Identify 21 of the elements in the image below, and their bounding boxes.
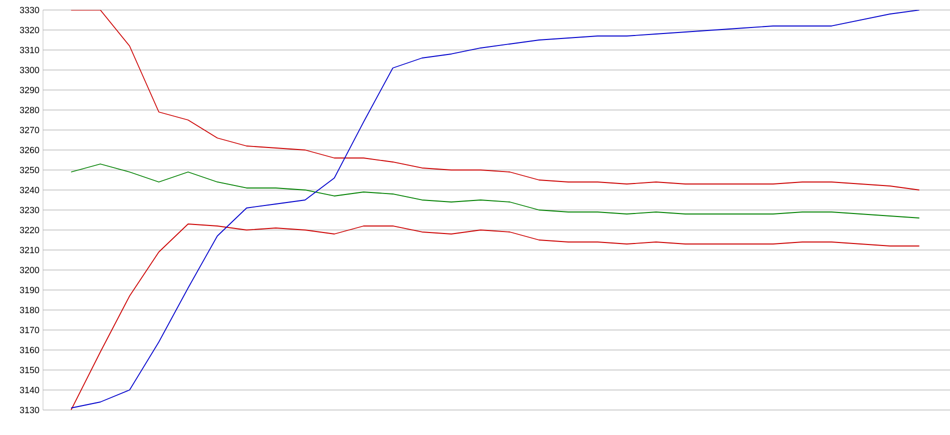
y-tick-label: 3130	[20, 406, 40, 414]
y-tick-label: 3140	[20, 386, 40, 394]
y-tick-label: 3330	[20, 6, 40, 14]
y-tick-label: 3290	[20, 86, 40, 94]
y-tick-label: 3150	[20, 366, 40, 374]
y-tick-label: 3170	[20, 326, 40, 334]
y-tick-label: 3190	[20, 286, 40, 294]
y-tick-label: 3310	[20, 46, 40, 54]
y-tick-label: 3210	[20, 246, 40, 254]
y-tick-label: 3200	[20, 266, 40, 274]
y-tick-label: 3270	[20, 126, 40, 134]
y-tick-label: 3260	[20, 146, 40, 154]
y-tick-label: 3300	[20, 66, 40, 74]
y-tick-label: 3220	[20, 226, 40, 234]
y-tick-label: 3160	[20, 346, 40, 354]
y-tick-label: 3230	[20, 206, 40, 214]
y-tick-label: 3180	[20, 306, 40, 314]
y-tick-label: 3250	[20, 166, 40, 174]
y-tick-label: 3240	[20, 186, 40, 194]
y-tick-label: 3320	[20, 26, 40, 34]
y-tick-label: 3280	[20, 106, 40, 114]
